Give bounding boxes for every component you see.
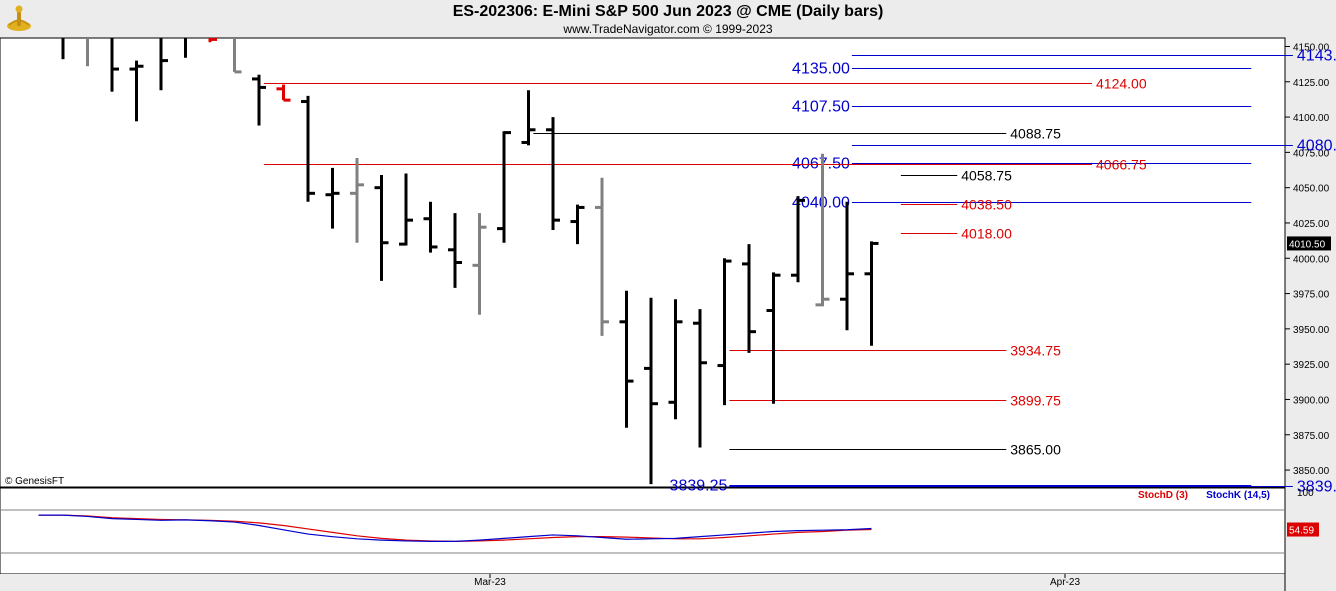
price-axis: 4150.00 4125.00 4100.00 4075.00 4050.00 4025.…	[1285, 42, 1331, 477]
price-tick-label: 3950.00	[1293, 325, 1330, 336]
level-label: 4124.00	[1096, 76, 1147, 92]
ohlc-bar	[301, 95, 315, 202]
ohlc-bar	[693, 309, 707, 448]
trade-navigator-logo-icon	[4, 4, 34, 34]
last-price-label: 4010.50	[1289, 239, 1326, 250]
level-label: 4058.75	[961, 168, 1012, 184]
ohlc-bar	[791, 196, 805, 283]
ohlc-bar	[668, 299, 683, 420]
copyright-label: © GenesisFT	[5, 476, 64, 487]
level-label: 4066.75	[1096, 157, 1147, 173]
date-tick-label: Apr-23	[1050, 577, 1080, 588]
stoch-k-line	[38, 514, 872, 542]
price-tick-label: 4050.00	[1293, 184, 1330, 195]
ohlc-bar	[448, 213, 462, 288]
ohlc-bar	[717, 258, 732, 406]
stoch-k-legend: StochK (14,5)	[1206, 490, 1270, 501]
level-label: 4080.00	[1297, 138, 1336, 155]
ohlc-bar	[159, 38, 168, 91]
chart-header: ES-202306: E-Mini S&P 500 Jun 2023 @ CME…	[0, 0, 1336, 38]
ohlc-bar	[276, 84, 291, 102]
ohlc-bar	[521, 90, 536, 146]
level-label: 3934.75	[1010, 343, 1061, 359]
price-tick-label: 3975.00	[1293, 290, 1330, 301]
ohlc-bar	[497, 131, 511, 243]
ohlc-bar	[766, 272, 781, 404]
ohlc-bar	[110, 38, 119, 92]
ohlc-bar	[208, 37, 217, 43]
level-label: 3839.25	[670, 478, 728, 495]
level-label: 4107.50	[792, 99, 850, 116]
axis-background	[1285, 38, 1336, 591]
price-tick-label: 3900.00	[1293, 395, 1330, 406]
level-label: 3899.75	[1010, 393, 1061, 409]
ohlc-bar	[325, 167, 340, 229]
level-label: 3839.00	[1297, 479, 1336, 496]
ohlc-bar	[546, 117, 560, 231]
price-tick-label: 4000.00	[1293, 254, 1330, 265]
price-tick-label: 4150.00	[1293, 42, 1330, 53]
price-panel-border	[0, 37, 1286, 488]
ohlc-bar	[864, 241, 879, 346]
ohlc-bar	[233, 38, 242, 74]
ohlc-bar	[644, 297, 658, 485]
ohlc-bar	[374, 174, 389, 281]
stoch-last-badge	[1287, 522, 1319, 537]
level-label: 4135.00	[792, 61, 850, 78]
price-tick-label: 4075.00	[1293, 148, 1330, 159]
ohlc-bar	[570, 204, 585, 245]
ohlc-bar	[742, 244, 756, 353]
price-tick-label: 3925.00	[1293, 360, 1330, 371]
ohlc-bar	[595, 177, 609, 336]
level-label: 4018.00	[961, 226, 1012, 242]
last-price-badge	[1287, 236, 1331, 251]
ohlc-bar	[350, 158, 364, 243]
stochastic-panel-border	[0, 487, 1286, 575]
ohlc-bar	[815, 153, 830, 307]
stoch-d-legend: StochD (3)	[1138, 490, 1188, 501]
price-tick-label: 3875.00	[1293, 431, 1330, 442]
ohlc-bar	[399, 173, 413, 246]
stoch-last-label: 54.59	[1289, 526, 1314, 537]
price-tick-label: 4125.00	[1293, 78, 1330, 89]
level-label: 4143.75	[1297, 48, 1336, 65]
ohlc-bar	[472, 213, 487, 315]
stochastic-panel: StochD (3) StochK (14,5) 100 54.59	[38, 488, 1319, 542]
chart-subtitle: www.TradeNavigator.com © 1999-2023	[563, 22, 773, 36]
ohlc-bar	[840, 201, 854, 331]
chart-frame	[0, 37, 1336, 591]
date-axis: Mar-23 Apr-23	[474, 574, 1080, 588]
price-tick-label: 4025.00	[1293, 219, 1330, 230]
ohlc-bar	[252, 74, 266, 126]
level-label: 4088.75	[1010, 126, 1061, 142]
ohlc-bar	[619, 290, 634, 428]
price-tick-label: 3850.00	[1293, 466, 1330, 477]
date-tick-label: Mar-23	[474, 577, 506, 588]
ohlc-bars	[61, 37, 879, 485]
price-tick-label: 4100.00	[1293, 113, 1330, 124]
ohlc-bar	[129, 60, 144, 122]
date-axis-background	[0, 574, 1285, 591]
stoch-tick-label: 100	[1297, 488, 1314, 499]
level-label: 3865.00	[1010, 442, 1061, 458]
chart-title: ES-202306: E-Mini S&P 500 Jun 2023 @ CME…	[452, 3, 884, 20]
level-label: 4038.50	[961, 197, 1012, 213]
price-levels: 4143.75 4135.00 4124.00 4107.50 4088.75 4080.…	[263, 48, 1336, 496]
ohlc-bar	[423, 201, 438, 253]
